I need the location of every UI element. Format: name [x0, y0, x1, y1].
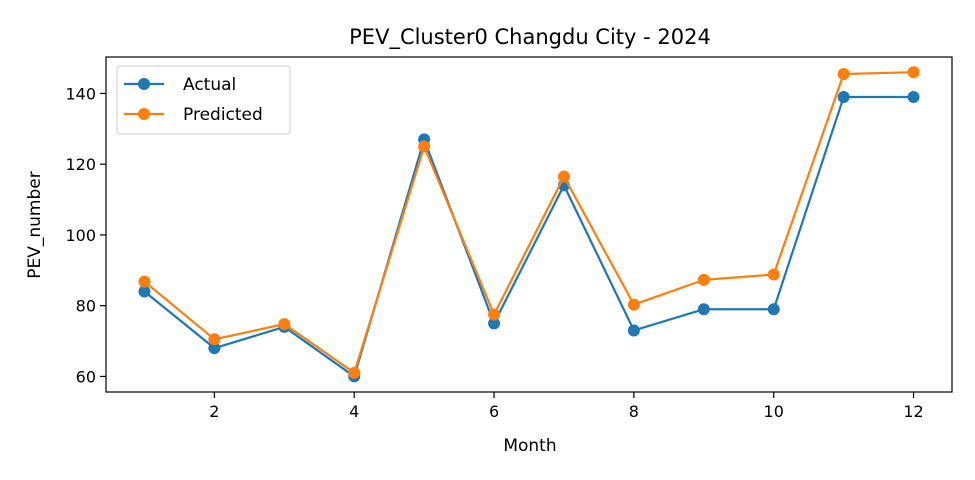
- x-tick-label: 10: [764, 402, 784, 421]
- legend-marker-predicted: [138, 108, 150, 120]
- data-point-predicted: [208, 333, 221, 346]
- x-axis-label: Month: [503, 436, 556, 456]
- data-point-predicted: [907, 66, 920, 79]
- data-point-predicted: [278, 318, 291, 331]
- y-tick-label: 60: [76, 367, 96, 386]
- series-layer: [138, 66, 920, 383]
- data-point-actual: [208, 342, 221, 355]
- legend-label-predicted: Predicted: [183, 105, 263, 125]
- data-point-predicted: [767, 268, 780, 281]
- y-tick-label: 120: [65, 155, 96, 174]
- series-line-actual: [143, 95, 914, 378]
- x-axis-ticks: 2 4 6 8 10 12: [209, 392, 924, 421]
- y-tick-label: 100: [65, 226, 96, 245]
- plot-frame: [105, 56, 953, 393]
- legend-entry-predicted: Predicted: [124, 105, 263, 125]
- legend-entry-actual: Actual: [124, 75, 236, 95]
- x-tick-label: 2: [209, 402, 219, 421]
- y-tick-label: 140: [65, 84, 96, 103]
- legend-label-actual: Actual: [183, 75, 236, 95]
- data-point-predicted: [488, 308, 501, 321]
- x-tick-label: 6: [489, 402, 499, 421]
- y-tick-label: 80: [76, 297, 96, 316]
- x-tick-label: 12: [903, 402, 923, 421]
- x-tick-label: 4: [349, 402, 359, 421]
- data-point-actual: [488, 317, 501, 330]
- data-point-actual: [907, 90, 920, 103]
- y-axis-label: PEV_number: [25, 171, 45, 278]
- y-axis-ticks: 60 80 100 120 140: [65, 84, 106, 386]
- x-tick-label: 8: [629, 402, 639, 421]
- legend-marker-actual: [138, 78, 150, 90]
- data-point-predicted: [348, 366, 361, 379]
- legend: Actual Predicted: [116, 65, 291, 135]
- chart-title: PEV_Cluster0 Changdu City - 2024: [349, 25, 711, 50]
- data-point-actual: [767, 303, 780, 316]
- series-line-predicted: [143, 71, 914, 374]
- data-point-predicted: [697, 273, 710, 286]
- data-point-predicted: [837, 67, 850, 80]
- data-point-predicted: [627, 298, 640, 311]
- data-point-predicted: [138, 275, 151, 288]
- data-point-predicted: [418, 140, 431, 153]
- data-point-predicted: [557, 170, 570, 183]
- data-point-actual: [837, 90, 850, 103]
- data-point-actual: [697, 303, 710, 316]
- data-point-actual: [627, 324, 640, 337]
- data-point-actual: [138, 285, 151, 298]
